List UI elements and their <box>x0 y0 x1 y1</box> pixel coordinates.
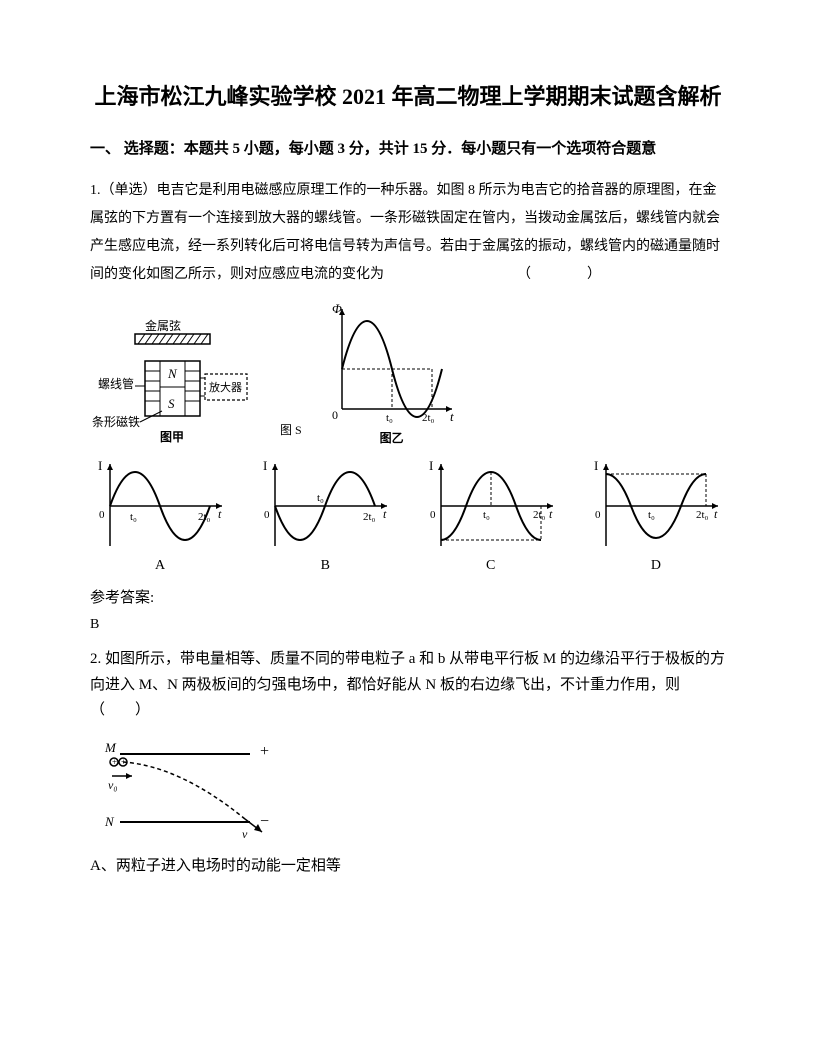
n-label: N <box>167 366 178 381</box>
n-label-q2: N <box>104 814 115 829</box>
fig-yi-label: 图乙 <box>380 429 404 446</box>
v0-label: v₀ <box>108 778 118 792</box>
option-d-label: D <box>651 558 661 574</box>
coil-label: 螺线管 <box>98 376 134 391</box>
t0-d: t₀ <box>648 509 655 521</box>
flux-graph-svg: Φ t 0 t₀ 2t₀ <box>322 299 462 429</box>
option-b-label: B <box>321 558 330 574</box>
phi-label: Φ <box>332 301 342 316</box>
question-2-text: 2. 如图所示，带电量相等、质量不同的带电粒子 a 和 b 从带电平行板 M 的… <box>90 647 726 724</box>
q2-option-a: A、两粒子进入电场时的动能一定相等 <box>90 854 726 880</box>
apparatus-svg: 金属弦 N S <box>90 316 260 446</box>
i-label-b: I <box>263 458 267 473</box>
fig-s-label: 图 S <box>280 421 302 438</box>
t-label-yi: t <box>450 409 454 424</box>
svg-text:0: 0 <box>430 509 436 521</box>
answer-label: 参考答案: <box>90 586 726 607</box>
option-b: I t 0 t₀ 2t₀ B <box>255 456 395 574</box>
q1-figure-row: 金属弦 N S <box>90 299 726 446</box>
apparatus-figure: 金属弦 N S <box>90 316 260 446</box>
page-title: 上海市松江九峰实验学校 2021 年高二物理上学期期末试题含解析 <box>90 80 726 113</box>
svg-text:0: 0 <box>264 509 270 521</box>
q2-figure: M + + + v₀ N − v <box>90 734 726 844</box>
2t0-a: 2t₀ <box>198 511 211 523</box>
section-1-header: 一、 选择题：本题共 5 小题，每小题 3 分，共计 15 分．每小题只有一个选… <box>90 137 726 161</box>
answer-value: B <box>90 617 726 633</box>
bar-magnet-label: 条形磁铁 <box>92 414 140 429</box>
i-label-a: I <box>98 458 102 473</box>
option-a-label: A <box>155 558 165 574</box>
fig-jia-label: 图甲 <box>160 430 184 444</box>
2t0-d: 2t₀ <box>696 509 709 521</box>
t0-c: t₀ <box>483 509 490 521</box>
option-c-label: C <box>486 558 495 574</box>
t0-label-yi: t₀ <box>386 412 393 424</box>
t-label-d: t <box>714 507 718 521</box>
t-label-b: t <box>383 507 387 521</box>
question-1-text: 1.（单选）电吉它是利用电磁感应原理工作的一种乐器。如图 8 所示为电吉它的拾音… <box>90 177 726 289</box>
option-d: I t 0 t₀ 2t₀ D <box>586 456 726 574</box>
t0-b: t₀ <box>317 492 324 504</box>
v-label: v <box>242 827 248 841</box>
svg-text:+: + <box>112 757 117 767</box>
svg-text:0: 0 <box>99 509 105 521</box>
2t0-label-yi: 2t₀ <box>422 412 435 424</box>
m-label: M <box>104 740 117 755</box>
plus-label: + <box>260 743 269 760</box>
flux-graph-figure: Φ t 0 t₀ 2t₀ 图乙 <box>322 299 462 446</box>
q1-options-row: I t 0 t₀ 2t₀ A I t 0 t₀ 2t₀ B <box>90 456 726 574</box>
amp-label: 放大器 <box>209 380 242 394</box>
t-label-a: t <box>218 507 222 521</box>
minus-label: − <box>260 813 269 830</box>
s-label: S <box>168 396 175 411</box>
origin-0: 0 <box>332 408 338 422</box>
svg-text:0: 0 <box>595 509 601 521</box>
t-label-c: t <box>549 507 553 521</box>
2t0-b: 2t₀ <box>363 511 376 523</box>
string-label: 金属弦 <box>145 318 181 333</box>
option-c: I t 0 t₀ 2t₀ C <box>421 456 561 574</box>
option-a: I t 0 t₀ 2t₀ A <box>90 456 230 574</box>
i-label-d: I <box>594 458 598 473</box>
t0-a: t₀ <box>130 511 137 523</box>
i-label-c: I <box>429 458 433 473</box>
2t0-c: 2t₀ <box>533 509 546 521</box>
